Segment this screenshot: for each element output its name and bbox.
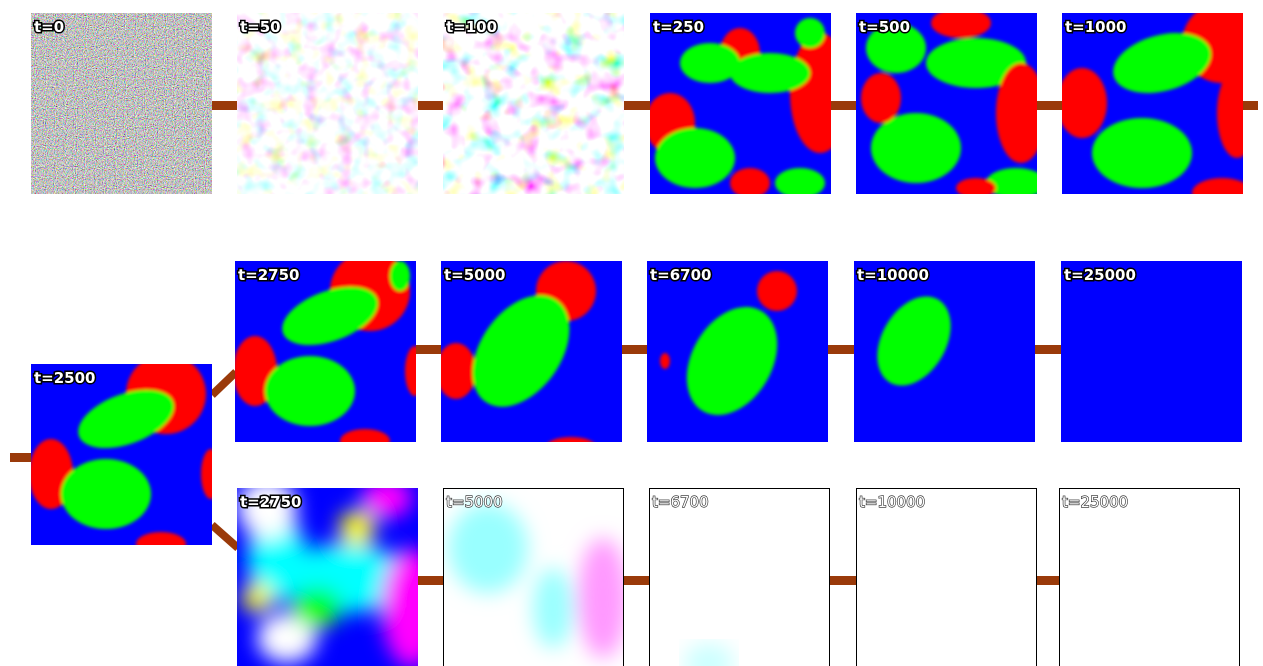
time-label: t=0 [34,18,64,36]
snapshot: t=2500 [29,354,221,556]
time-label: t=500 [859,18,910,36]
snapshot: t=2750 [237,478,442,666]
time-label: t=6700 [650,266,712,284]
snapshot: t=25000 [1061,261,1242,442]
snapshot: t=1000 [1057,3,1262,208]
snapshot: t=5000 [436,261,622,457]
time-label: t=10000 [857,266,929,284]
time-label: t=10000 [859,493,925,511]
time-label: t=2500 [34,369,96,387]
time-label: t=25000 [1062,493,1128,511]
time-label: t=50 [240,18,281,36]
time-label: t=6700 [652,493,709,511]
time-label: t=250 [653,18,704,36]
snapshot: t=0 [31,13,212,194]
time-label: t=25000 [1064,266,1136,284]
snapshot: t=5000 [443,488,628,666]
snapshot: t=10000 [854,261,1035,442]
snapshot: t=100 [443,13,624,194]
snapshot: t=250 [645,13,850,198]
snapshot: t=50 [237,13,418,194]
snapshot: t=6700 [647,261,828,442]
time-label: t=5000 [446,493,503,511]
time-label: t=100 [446,18,497,36]
time-label: t=1000 [1065,18,1127,36]
figure: t=0 t=50 t=100 t=250 t=500 t=1000 t=2500 t=2750… [0,0,1263,666]
time-label: t=5000 [444,266,506,284]
snapshot: t=6700 [649,488,830,666]
snapshot: t=25000 [1059,488,1240,666]
time-label: t=2750 [238,266,300,284]
snapshot: t=2750 [233,251,425,453]
snapshot: t=10000 [856,488,1037,666]
snapshot: t=500 [856,8,1046,198]
time-label: t=2750 [240,493,302,511]
